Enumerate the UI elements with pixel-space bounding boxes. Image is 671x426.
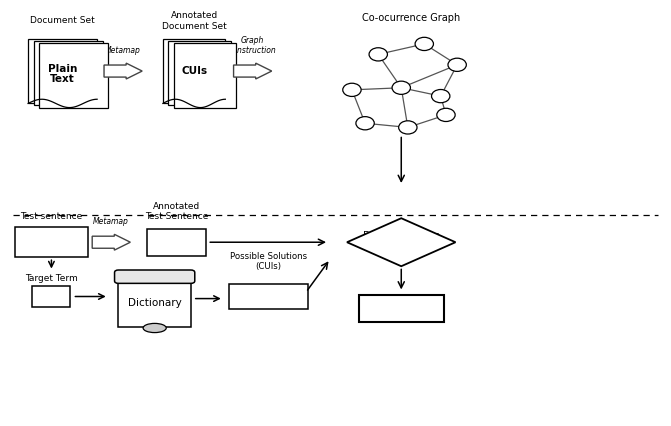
Text: Plain: Plain [48,64,77,74]
Ellipse shape [392,81,411,95]
Text: Possible Solutions
(CUIs): Possible Solutions (CUIs) [230,252,307,271]
FancyBboxPatch shape [15,227,88,257]
FancyBboxPatch shape [39,43,108,107]
Text: Dictionary: Dictionary [127,298,182,308]
Text: Graph
Construction: Graph Construction [227,36,276,55]
Text: c: c [68,237,74,247]
Text: Target Term: Target Term [25,273,78,282]
FancyBboxPatch shape [358,295,444,322]
Text: Metamap: Metamap [93,217,129,226]
Ellipse shape [399,121,417,134]
Text: ...: ... [273,291,283,302]
Text: Text: Text [50,75,75,84]
FancyBboxPatch shape [174,43,236,107]
Ellipse shape [143,323,166,333]
Ellipse shape [437,108,455,121]
FancyBboxPatch shape [34,41,103,106]
Text: Annotated
Document Set: Annotated Document Set [162,11,227,31]
Text: a: a [23,237,30,247]
Text: Test sentence: Test sentence [20,212,83,222]
Text: Output: Output [378,302,424,315]
Text: b: b [53,237,59,247]
Ellipse shape [448,58,466,72]
Ellipse shape [431,89,450,103]
Ellipse shape [415,37,433,51]
Text: $X_n$: $X_n$ [284,290,298,303]
Text: $X_2$: $X_2$ [260,290,273,303]
Text: Co-ocurrence Graph: Co-ocurrence Graph [362,13,460,23]
Text: X: X [47,291,56,302]
Text: $X_1$: $X_1$ [245,290,259,303]
FancyBboxPatch shape [119,277,191,327]
Text: Annotated
Test Sentence: Annotated Test Sentence [145,202,208,222]
Polygon shape [104,63,142,79]
Text: CUIs: CUIs [164,237,188,247]
Polygon shape [347,218,456,266]
FancyBboxPatch shape [168,41,231,106]
FancyBboxPatch shape [28,39,97,104]
FancyBboxPatch shape [32,286,70,307]
Ellipse shape [343,83,361,96]
FancyBboxPatch shape [229,284,308,309]
Text: Document Set: Document Set [30,17,95,26]
Text: CUIs: CUIs [181,66,207,76]
Text: Disambiguation
Algorithm: Disambiguation Algorithm [363,231,440,253]
Ellipse shape [369,48,387,61]
Polygon shape [234,63,272,79]
Text: Metamap: Metamap [105,46,141,55]
Text: X: X [37,237,45,247]
Ellipse shape [356,117,374,130]
FancyBboxPatch shape [147,229,206,256]
Polygon shape [92,234,130,250]
FancyBboxPatch shape [163,39,225,104]
FancyBboxPatch shape [115,270,195,283]
